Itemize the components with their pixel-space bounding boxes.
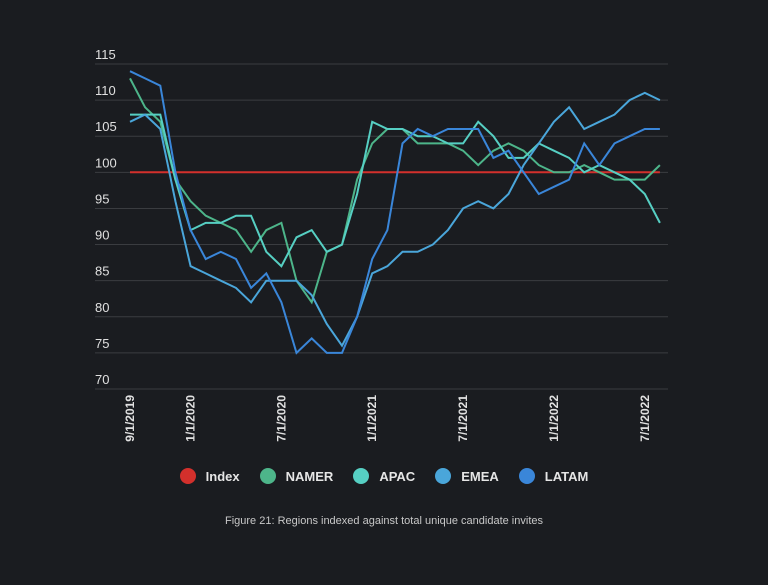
legend-label: Index <box>205 468 240 484</box>
legend-swatch <box>179 468 196 484</box>
legend-swatch <box>435 468 452 484</box>
legend-item-emea: EMEA <box>435 468 499 484</box>
y-tick-label: 110 <box>95 83 116 98</box>
x-tick-label: 9/1/2019 <box>123 395 137 442</box>
legend-label: APAC <box>379 468 416 484</box>
series-line-apac <box>130 113 661 268</box>
legend-label: LATAM <box>544 468 589 484</box>
legend-swatch <box>518 468 535 484</box>
series-line-emea <box>129 91 661 348</box>
legend-item-latam: LATAM <box>518 468 589 484</box>
y-tick-label: 95 <box>95 191 109 206</box>
x-tick-label: 7/1/2022 <box>638 395 652 442</box>
y-tick-label: 75 <box>95 336 109 351</box>
x-tick-label: 1/1/2021 <box>365 395 379 442</box>
figure-caption: Figure 21: Regions indexed against total… <box>225 515 543 527</box>
legend-label: EMEA <box>461 468 499 484</box>
y-tick-label: 105 <box>95 119 117 134</box>
y-tick-label: 100 <box>95 155 117 170</box>
y-tick-label: 85 <box>95 264 109 279</box>
legend-item-namer: NAMER <box>259 468 334 484</box>
y-tick-label: 70 <box>95 372 109 387</box>
legend: Index NAMER APAC EMEA LATAM <box>0 468 768 484</box>
line-chart: 70 75 80 85 90 95 100 105 110 115 9/1/2019 1/1/2020… <box>95 47 668 442</box>
x-tick-label: 7/1/2020 <box>274 395 288 442</box>
y-tick-label: 90 <box>95 228 109 243</box>
x-tick-label: 1/1/2022 <box>547 395 561 442</box>
legend-item-index: Index <box>179 468 240 484</box>
x-tick-label: 1/1/2020 <box>184 395 198 442</box>
y-tick-label: 80 <box>95 300 109 315</box>
series-line-latam <box>129 70 660 355</box>
x-tick-label: 7/1/2021 <box>456 395 470 442</box>
legend-label: NAMER <box>285 468 334 484</box>
legend-swatch <box>259 468 276 484</box>
legend-swatch <box>353 468 370 484</box>
legend-item-apac: APAC <box>353 468 415 484</box>
y-tick-label: 115 <box>95 47 116 62</box>
